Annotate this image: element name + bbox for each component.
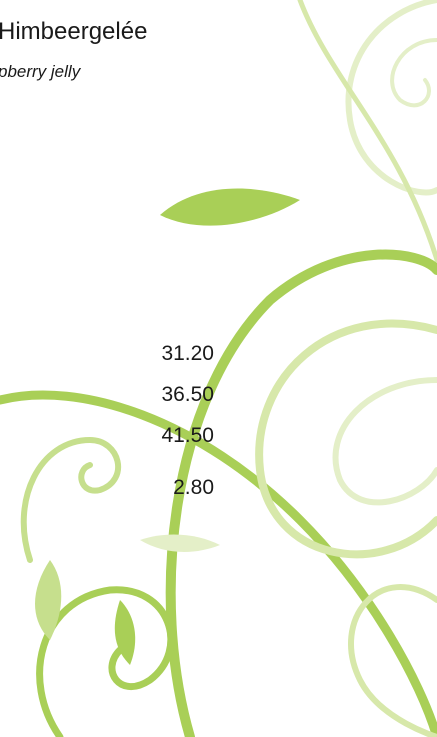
item-subtitle: pberry jelly [0, 62, 80, 82]
price: 36.50 [161, 383, 214, 407]
page: {"menu_item": {"title": "Himbeergelée", … [0, 0, 437, 737]
price: 31.20 [161, 342, 214, 366]
price: 2.80 [173, 476, 214, 500]
item-title: Himbeergelée [0, 18, 147, 46]
price: 41.50 [161, 424, 214, 448]
decoration [0, 0, 437, 737]
